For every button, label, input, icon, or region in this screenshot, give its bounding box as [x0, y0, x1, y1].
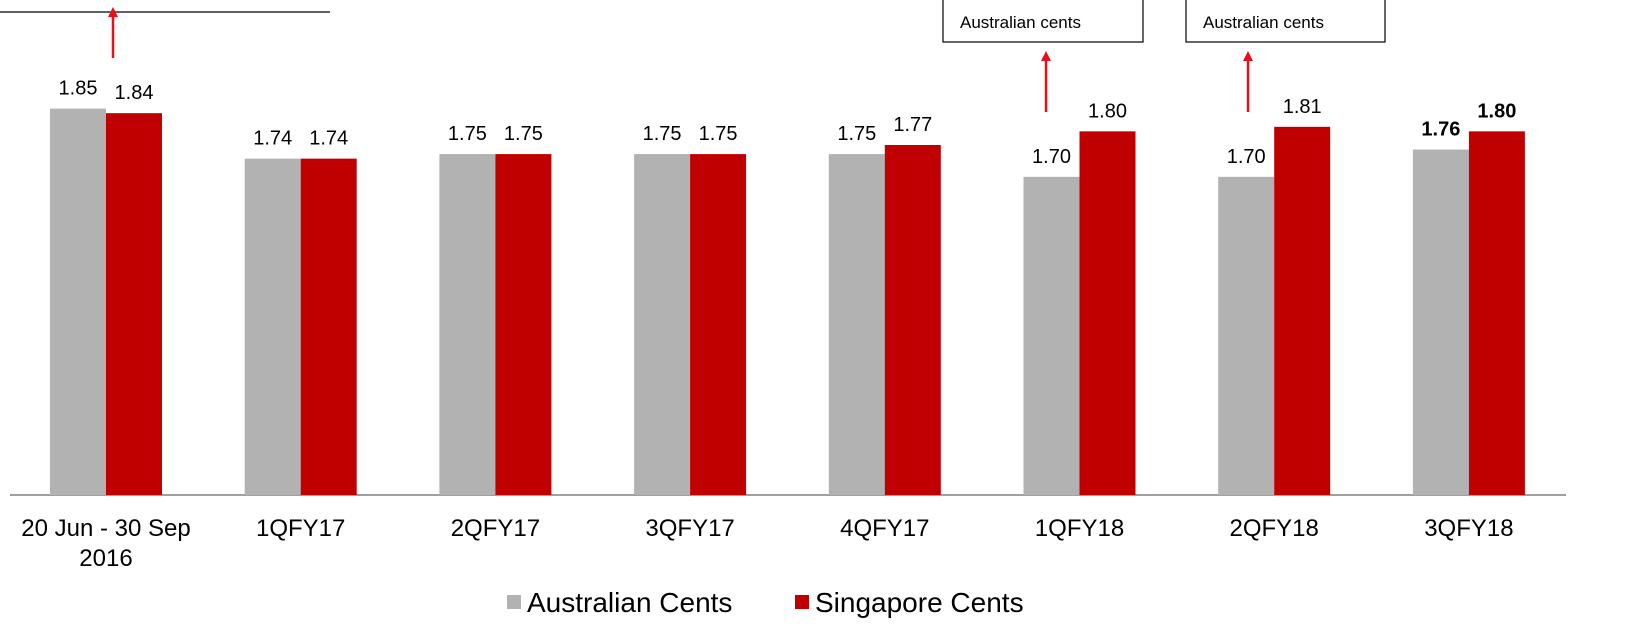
value-label: 1.80	[1477, 100, 1516, 122]
legend-label: Australian Cents	[527, 587, 732, 618]
bar	[690, 154, 747, 495]
legend-label: Singapore Cents	[815, 587, 1024, 618]
value-label: 1.76	[1421, 119, 1460, 141]
value-label: 1.75	[448, 123, 487, 145]
legend-swatch	[795, 595, 809, 609]
annotation-box	[1185, 0, 1386, 43]
bar	[884, 145, 941, 495]
bar	[1079, 131, 1136, 495]
value-label: 1.75	[643, 123, 682, 145]
annotation-box	[942, 0, 1144, 43]
value-label: 1.77	[893, 114, 932, 136]
legend-swatch	[507, 595, 521, 609]
x-tick-label: 1QFY17	[255, 515, 346, 542]
bar	[1274, 126, 1331, 496]
value-label: 1.70	[1227, 146, 1266, 168]
value-label: 1.81	[1283, 96, 1322, 118]
bar	[1218, 176, 1275, 495]
value-label: 1.75	[699, 123, 738, 145]
value-label: 1.74	[253, 128, 292, 150]
x-tick-label: 4QFY17	[840, 515, 930, 542]
value-label: 1.70	[1032, 146, 1071, 168]
annotation-text: Australian cents	[1203, 13, 1324, 32]
value-label: 1.75	[504, 123, 543, 145]
value-label: 1.80	[1088, 100, 1127, 122]
value-label: 1.75	[837, 123, 876, 145]
bar	[300, 158, 357, 496]
bar	[1412, 149, 1469, 495]
value-label: 1.84	[115, 82, 154, 104]
x-tick-label: 2QFY18	[1229, 515, 1319, 542]
x-tick-label: 2QFY17	[450, 515, 541, 542]
bar	[495, 154, 552, 495]
value-label: 1.74	[309, 128, 348, 150]
bar	[634, 154, 691, 495]
x-tick-label: 3QFY18	[1424, 515, 1514, 542]
x-tick-label: 3QFY17	[645, 515, 735, 542]
x-tick-label: 1QFY18	[1034, 515, 1125, 542]
value-label: 1.85	[59, 78, 98, 100]
bar	[244, 158, 301, 496]
bar	[1468, 131, 1525, 495]
bar	[106, 113, 162, 495]
bar	[50, 108, 106, 496]
x-tick-label: 20 Jun - 30 Sep 2016	[21, 515, 191, 572]
bar	[439, 154, 496, 495]
bar	[1023, 176, 1080, 495]
bar	[828, 154, 885, 495]
annotation-text: Australian cents	[960, 13, 1081, 32]
